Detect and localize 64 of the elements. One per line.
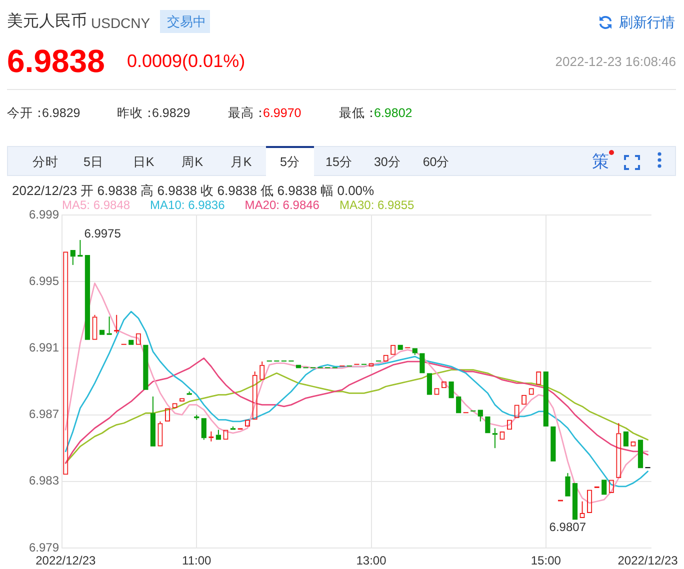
x-tick-label: 2022/12/23 bbox=[618, 554, 678, 568]
candlestick bbox=[412, 348, 418, 356]
y-tick-label: 6.983 bbox=[28, 474, 60, 488]
candlestick bbox=[216, 429, 221, 440]
candlestick bbox=[478, 410, 483, 422]
candlestick bbox=[106, 316, 112, 335]
candlestick bbox=[448, 382, 454, 398]
x-tick-label: 11:00 bbox=[182, 554, 212, 568]
text: 6.9838 bbox=[7, 43, 105, 79]
text: 分时 bbox=[32, 155, 59, 169]
y-tick-label: 6.995 bbox=[28, 274, 60, 288]
text: MA5: 6.9848 bbox=[62, 198, 130, 212]
candlestick bbox=[572, 483, 578, 520]
y-tick-label: 6.987 bbox=[28, 407, 60, 422]
candlestick bbox=[70, 250, 76, 266]
candlestick bbox=[485, 416, 490, 434]
text: 5分 bbox=[280, 155, 300, 169]
candlestick bbox=[492, 428, 498, 449]
candlestick bbox=[99, 330, 105, 335]
candlestick bbox=[623, 431, 628, 446]
candlestick bbox=[201, 418, 206, 440]
candlestick bbox=[426, 373, 432, 395]
text: MA10: 6.9836 bbox=[150, 198, 225, 212]
annotation: 6.9807 bbox=[549, 520, 586, 534]
candlestick bbox=[128, 340, 134, 345]
annotation: 6.9975 bbox=[84, 226, 122, 240]
x-tick-label: 15:00 bbox=[530, 554, 562, 568]
text: 6.9829 bbox=[42, 106, 80, 120]
candlestick bbox=[143, 344, 148, 390]
chart-subtitle: USDCNY bbox=[91, 15, 150, 31]
candlestick bbox=[543, 372, 548, 426]
text: 60分 bbox=[422, 155, 450, 169]
candlestick bbox=[565, 472, 570, 496]
y-tick-label: 6.999 bbox=[28, 207, 60, 222]
text: 15分 bbox=[326, 155, 352, 169]
text: MA30: 6.9855 bbox=[339, 198, 414, 212]
y-tick-label: 6.991 bbox=[28, 340, 60, 355]
text: 周K bbox=[182, 155, 204, 169]
text: 交易中 bbox=[167, 14, 206, 29]
text: 0.0009(0.01%) bbox=[127, 51, 246, 71]
text: 6.9970 bbox=[263, 106, 302, 120]
text: MA20: 6.9846 bbox=[244, 198, 320, 212]
candlestick bbox=[456, 396, 462, 414]
candlestick bbox=[398, 344, 403, 350]
text: 5日 bbox=[84, 155, 104, 169]
text: 6.9829 bbox=[152, 106, 190, 120]
text: 2022-12-23 16:08:46 bbox=[555, 54, 676, 69]
candlestick bbox=[420, 353, 425, 374]
text: 30分 bbox=[374, 155, 401, 169]
candlestick bbox=[638, 440, 644, 468]
text: 月K bbox=[230, 155, 252, 169]
candlestick bbox=[550, 426, 556, 462]
text: 2022/12/23 开 6.9838 高 6.9838 收 6.9838 低 6.9838 幅 0.00% bbox=[12, 183, 374, 198]
chart-title: 美元人民币 bbox=[7, 13, 87, 30]
y-tick-label: 6.979 bbox=[28, 540, 60, 554]
candlestick bbox=[84, 254, 90, 340]
text: 策 bbox=[592, 152, 609, 171]
x-tick-label: 13:00 bbox=[356, 554, 387, 568]
x-tick-label: 2022/12/23 bbox=[36, 554, 96, 568]
text: 6.9802 bbox=[374, 106, 412, 120]
candlestick bbox=[602, 480, 607, 495]
candlestick bbox=[150, 396, 156, 446]
text: 刷新行情 bbox=[619, 14, 675, 30]
text: 日K bbox=[132, 155, 154, 169]
